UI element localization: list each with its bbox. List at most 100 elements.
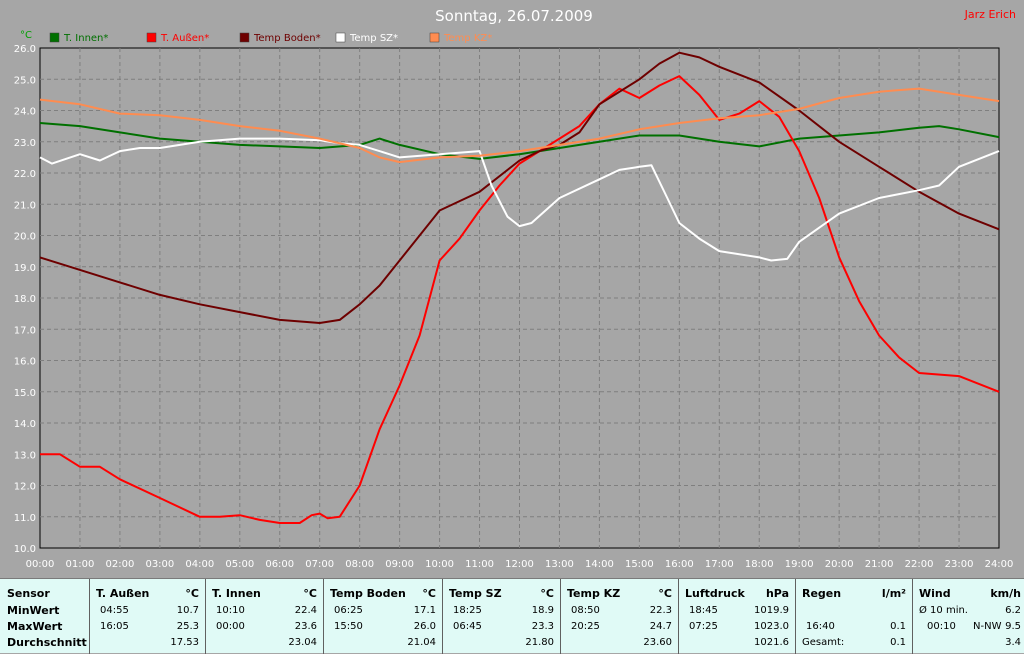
legend-label: T. Innen* <box>63 33 108 44</box>
x-tick-label: 10:00 <box>425 559 454 570</box>
stat-column-regen: Regen l/m² 16:40 0.1 Gesamt: 0.1 <box>796 579 913 654</box>
legend-swatch <box>429 32 440 43</box>
sensor-column: Sensor MinWert MaxWert Durchschnitt <box>0 579 90 654</box>
y-tick-label: 24.0 <box>14 107 36 118</box>
stat-name: T. Innen <box>212 587 261 600</box>
statistics-panel: Sensor MinWert MaxWert Durchschnitt T. A… <box>0 578 1024 654</box>
stat-avg-value: 21.80 <box>525 637 554 648</box>
stat-min-time: 06:25 <box>334 605 363 616</box>
x-tick-label: 02:00 <box>106 559 135 570</box>
y-tick-label: 25.0 <box>14 75 36 86</box>
x-tick-label: 23:00 <box>945 559 974 570</box>
x-tick-label: 04:00 <box>185 559 214 570</box>
chart-axes: 10.0 11.0 12.0 13.0 14.0 15.0 16.0 17.0 18.0 19.0… <box>14 44 1014 570</box>
stat-max-time: 20:25 <box>571 621 600 632</box>
stat-max-value: 24.7 <box>649 621 672 632</box>
x-tick-label: 07:00 <box>305 559 334 570</box>
stat-avg-value: 23.04 <box>288 637 317 648</box>
stat-max-value: 23.3 <box>531 621 554 632</box>
stat-max-value: 25.3 <box>176 621 199 632</box>
x-tick-label: 06:00 <box>265 559 294 570</box>
stat-total-value: 0.1 <box>890 637 906 648</box>
stat-unit: °C <box>185 587 199 600</box>
row-label-min: MinWert <box>7 604 60 617</box>
legend-swatch <box>49 32 60 43</box>
sensor-header: Sensor <box>7 587 50 600</box>
stat-unit: °C <box>658 587 672 600</box>
stat-max-time: 15:50 <box>334 621 363 632</box>
author-label: Jarz Erich <box>964 8 1016 21</box>
x-tick-label: 03:00 <box>145 559 174 570</box>
y-tick-label: 14.0 <box>14 419 36 430</box>
y-tick-label: 12.0 <box>14 482 36 493</box>
legend-label: Temp Boden* <box>253 33 321 44</box>
stat-name: Temp Boden <box>330 587 406 600</box>
stat-max-time: 00:00 <box>216 621 245 632</box>
x-tick-label: 00:00 <box>26 559 55 570</box>
x-tick-label: 05:00 <box>225 559 254 570</box>
stat-min-time: 04:55 <box>100 605 129 616</box>
stat-max-time: 00:10 <box>927 621 956 632</box>
stat-name: Luftdruck <box>685 587 745 600</box>
y-tick-label: 15.0 <box>14 388 36 399</box>
x-tick-label: 24:00 <box>985 559 1014 570</box>
chart-series-lines <box>39 51 1000 524</box>
legend-swatch <box>239 32 250 43</box>
stat-unit: °C <box>303 587 317 600</box>
stat-column-wind: Wind km/h Ø 10 min. 6.2 00:10 N-NW 9.5 3… <box>913 579 1024 654</box>
stat-max-direction: N-NW <box>973 621 1002 632</box>
series-line <box>40 75 1000 524</box>
x-tick-label: 20:00 <box>825 559 854 570</box>
temperature-chart: 10.0 11.0 12.0 13.0 14.0 15.0 16.0 17.0 18.0 19.0… <box>14 7 1016 570</box>
stat-last-value: 3.4 <box>1005 637 1021 648</box>
stat-min-value: 18.9 <box>531 605 554 616</box>
stat-avg-value: 6.2 <box>1005 605 1021 616</box>
series-line <box>39 122 1000 160</box>
stat-unit: °C <box>540 587 554 600</box>
series-line <box>39 87 1000 164</box>
chart-title: Sonntag, 26.07.2009 <box>435 7 593 25</box>
row-label-avg: Durchschnitt <box>7 636 87 649</box>
stat-max-time: 06:45 <box>453 621 482 632</box>
stat-min-time: 18:45 <box>689 605 718 616</box>
y-tick-label: 16.0 <box>14 357 36 368</box>
stat-min-time: 18:25 <box>453 605 482 616</box>
stat-name: Wind <box>919 587 951 600</box>
stat-min-time: 08:50 <box>571 605 600 616</box>
row-label-max: MaxWert <box>7 620 63 633</box>
y-tick-label: 18.0 <box>14 294 36 305</box>
legend-swatch <box>335 32 346 43</box>
stat-name: Regen <box>802 587 842 600</box>
stat-avg-value: 21.04 <box>407 637 436 648</box>
series-line <box>39 137 1000 262</box>
stat-column: T. Innen °C 10:10 22.4 00:00 23.6 23.04 <box>206 579 324 654</box>
x-tick-label: 18:00 <box>745 559 774 570</box>
legend-label: Temp SZ* <box>349 33 398 44</box>
chart-legend: T. Innen* T. Außen* Temp Boden* Temp SZ* Tem… <box>49 32 492 44</box>
stat-avg-value: 17.53 <box>170 637 199 648</box>
x-tick-label: 16:00 <box>665 559 694 570</box>
stat-column: Temp SZ °C 18:25 18.9 06:45 23.3 21.80 <box>443 579 561 654</box>
y-tick-label: 19.0 <box>14 263 36 274</box>
y-tick-label: 11.0 <box>14 513 36 524</box>
stat-avg-value: 1021.6 <box>754 637 789 648</box>
legend-label: T. Außen* <box>160 33 209 44</box>
y-tick-label: 10.0 <box>14 544 36 555</box>
legend-label: Temp KZ* <box>443 33 492 44</box>
stat-unit: °C <box>422 587 436 600</box>
stat-total-label: Gesamt: <box>802 637 845 648</box>
chart-grid <box>39 47 1000 549</box>
stat-min-time: 10:10 <box>216 605 245 616</box>
stat-name: Temp SZ <box>449 587 502 600</box>
x-tick-label: 17:00 <box>705 559 734 570</box>
x-tick-label: 14:00 <box>585 559 614 570</box>
stat-unit: hPa <box>765 587 789 600</box>
stat-min-value: 17.1 <box>413 605 436 616</box>
stat-max-value: 1023.0 <box>754 621 789 632</box>
x-tick-label: 01:00 <box>66 559 95 570</box>
stat-max-time: 07:25 <box>689 621 718 632</box>
series-line <box>39 51 1000 324</box>
x-tick-label: 08:00 <box>345 559 374 570</box>
stat-min-value: 1019.9 <box>754 605 789 616</box>
y-unit-label: °C <box>20 30 32 41</box>
